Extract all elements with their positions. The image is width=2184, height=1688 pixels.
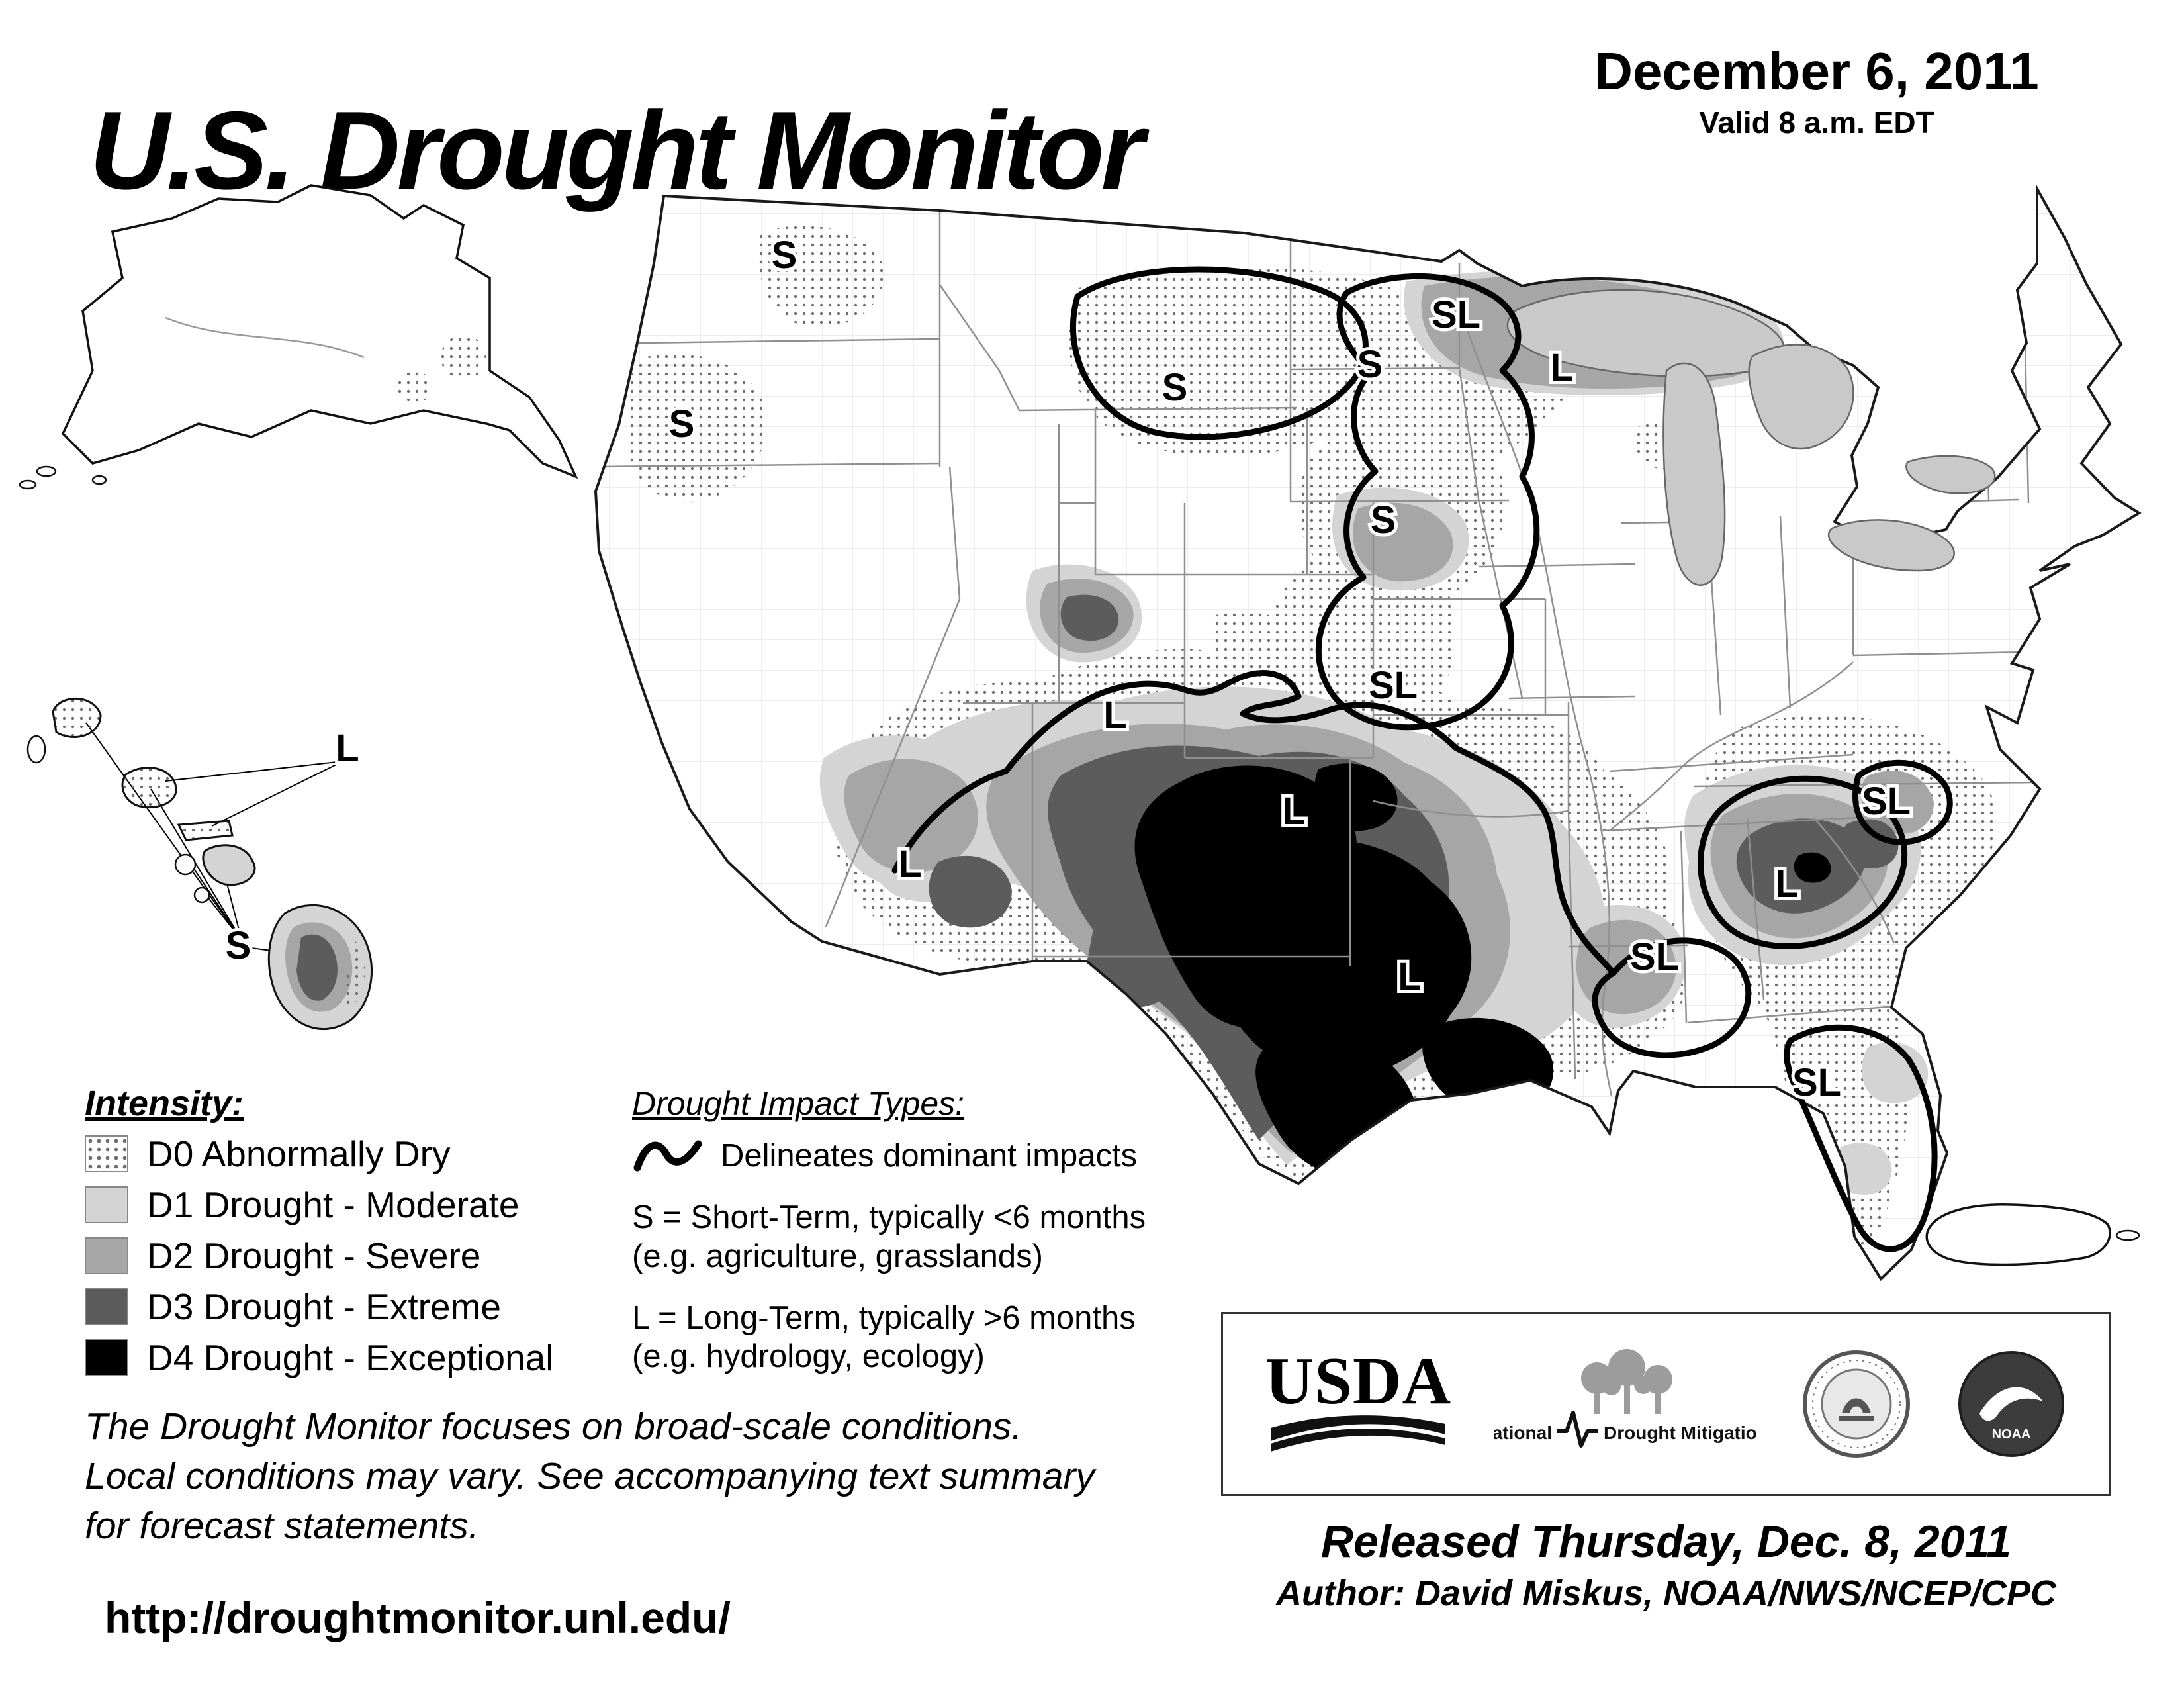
d0-swatch (85, 1135, 128, 1172)
legend-row-d3: D3 Drought - Extreme (85, 1286, 553, 1328)
impact-label: L (1398, 955, 1421, 998)
pulse-line-icon (1557, 1410, 1598, 1448)
impact-label: L (1775, 863, 1798, 906)
impact-label: L (1550, 346, 1573, 389)
intensity-legend-title: Intensity: (85, 1084, 244, 1123)
impact-types-title: Drought Impact Types: (632, 1085, 965, 1122)
conus-map: S S S SL S L S SL L L L L SL L SL SL L S (222, 187, 2140, 1280)
d3-swatch (85, 1288, 128, 1325)
d2-label: D2 Drought - Severe (147, 1235, 481, 1276)
d1-label: D1 Drought - Moderate (147, 1184, 520, 1225)
impact-label: SL (1369, 664, 1418, 707)
noaa-seal-text: NOAA (1991, 1427, 2030, 1442)
report-date: December 6, 2011 (1594, 42, 2039, 101)
impact-label: S (772, 234, 797, 277)
short-term-line2: (e.g. agriculture, grasslands) (632, 1238, 1043, 1274)
impact-label: SL (1432, 293, 1480, 336)
hawaii-map (26, 697, 373, 1030)
eagle-emblem-icon (1842, 1398, 1872, 1413)
usda-logo: USDA (1265, 1344, 1452, 1454)
impact-label: L (1282, 790, 1305, 833)
disclaimer-text: The Drought Monitor focuses on broad-sca… (85, 1405, 1095, 1548)
impact-labels: S S S SL S L S SL L L L L SL L SL SL L S (222, 230, 1914, 1107)
release-block: Released Thursday, Dec. 8, 2011 Author: … (1221, 1516, 2111, 1614)
long-term-line2: (e.g. hydrology, ecology) (632, 1338, 985, 1375)
great-lakes (1506, 289, 1996, 586)
impact-label: SL (1862, 780, 1911, 823)
legend-row-d4: D4 Drought - Exceptional (85, 1336, 553, 1379)
d4-areas (1134, 763, 1831, 1178)
legend-row-d0: D0 Abnormally Dry (85, 1133, 553, 1175)
noaa-seal: NOAA (1958, 1351, 2064, 1457)
ndmc-trees-icon (1580, 1348, 1672, 1414)
short-term-line1: S = Short-Term, typically <6 months (632, 1199, 1146, 1235)
usda-logo-text: USDA (1265, 1344, 1452, 1419)
impact-line-icon (633, 1140, 702, 1172)
delineates-text: Delineates dominant impacts (721, 1138, 1138, 1174)
intensity-legend: Intensity: D0 Abnormally Dry D1 Drought … (85, 1083, 553, 1379)
legend-row-d2: D2 Drought - Severe (85, 1235, 553, 1277)
ndmc-text-national: National (1494, 1423, 1552, 1443)
state-boundaries (598, 211, 2036, 1096)
impact-label: S (1371, 498, 1396, 541)
impact-label: L (1103, 694, 1126, 737)
d4-label: D4 Drought - Exceptional (147, 1337, 554, 1378)
commerce-seal (1803, 1350, 1911, 1458)
release-date: Released Thursday, Dec. 8, 2011 (1320, 1517, 2012, 1567)
impact-label: SL (1792, 1061, 1841, 1104)
long-term-description: L = Long-Term, typically >6 months (e.g.… (632, 1299, 1214, 1377)
impact-label: L (898, 843, 921, 886)
usda-swoosh (1271, 1415, 1446, 1452)
delineates-row: Delineates dominant impacts (632, 1136, 1214, 1176)
agency-logos: USDA National Drought Mitigation Center (1221, 1312, 2111, 1496)
alaska-map (19, 184, 578, 490)
long-term-line1: L = Long-Term, typically >6 months (632, 1299, 1136, 1336)
impact-label: S (669, 402, 695, 445)
d2-swatch (85, 1237, 128, 1274)
ndmc-text-center: Drought Mitigation Center (1604, 1423, 1758, 1443)
noaa-bird-icon (1979, 1387, 2043, 1421)
page-title: U.S. Drought Monitor (89, 87, 1144, 212)
impact-boundaries (891, 266, 1953, 1252)
puerto-rico-map (1905, 1203, 2140, 1266)
ndmc-logo-graphic: National Drought Mitigation Center (1479, 1348, 1832, 1448)
impact-label: L (336, 727, 359, 770)
date-block: December 6, 2011 Valid 8 a.m. EDT (1509, 41, 2124, 140)
d4-swatch (85, 1339, 128, 1376)
drought-monitor-url[interactable]: http://droughtmonitor.unl.edu/ (105, 1593, 731, 1642)
short-term-description: S = Short-Term, typically <6 months (e.g… (632, 1198, 1214, 1276)
d1-swatch (85, 1186, 128, 1223)
legend-row-d1: D1 Drought - Moderate (85, 1184, 553, 1226)
author-credit: Author: David Miskus, NOAA/NWS/NCEP/CPC (1275, 1573, 2057, 1613)
impact-label: S (226, 924, 251, 967)
d0-label: D0 Abnormally Dry (147, 1133, 451, 1174)
d3-label: D3 Drought - Extreme (147, 1286, 501, 1327)
impact-label: S (1357, 343, 1383, 386)
impact-label: S (1162, 366, 1188, 409)
ndmc-logo: National Drought Mitigation Center (1479, 1346, 1832, 1462)
impact-types: Drought Impact Types: Delineates dominan… (632, 1084, 1214, 1376)
valid-time: Valid 8 a.m. EDT (1699, 105, 1934, 140)
impact-label: SL (1630, 935, 1679, 978)
